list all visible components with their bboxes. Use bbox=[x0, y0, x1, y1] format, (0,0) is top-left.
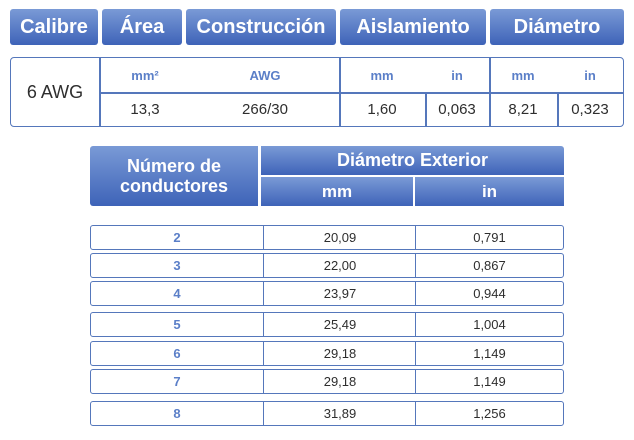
table-row: 8 31,89 1,256 bbox=[90, 401, 564, 426]
unit-aislamiento-in: in bbox=[451, 67, 463, 83]
aislamiento-in-value: 0,063 bbox=[438, 100, 476, 118]
header-construccion: Construcción bbox=[186, 9, 336, 45]
diametro-mm-value: 8,21 bbox=[508, 100, 538, 118]
unit-area: mm² bbox=[131, 67, 159, 83]
table-row: 2 20,09 0,791 bbox=[90, 225, 564, 250]
table-row: 5 25,49 1,004 bbox=[90, 312, 564, 337]
header-numero-conductores: Número de conductores bbox=[90, 146, 258, 206]
conductor-count: 8 bbox=[173, 406, 181, 421]
header-calibre: Calibre bbox=[10, 9, 98, 45]
diameter-in: 0,867 bbox=[415, 254, 563, 277]
table-row: 6 29,18 1,149 bbox=[90, 341, 564, 366]
conductor-count: 3 bbox=[173, 258, 181, 273]
unit-construccion: AWG bbox=[249, 67, 281, 83]
unit-diametro-in: in bbox=[584, 67, 596, 83]
header-unit-in: in bbox=[415, 177, 564, 206]
header-unit-mm: mm bbox=[261, 177, 413, 206]
diameter-in: 0,944 bbox=[415, 282, 563, 305]
diameter-in: 0,791 bbox=[415, 226, 563, 249]
conductor-count: 5 bbox=[173, 317, 181, 332]
diameter-mm: 23,97 bbox=[263, 282, 416, 305]
diameter-in: 1,256 bbox=[415, 402, 563, 425]
header-diametro: Diámetro bbox=[490, 9, 624, 45]
conductor-count: 4 bbox=[173, 286, 181, 301]
aislamiento-mm-value: 1,60 bbox=[367, 100, 397, 118]
diameter-mm: 25,49 bbox=[263, 313, 416, 336]
diameter-mm: 22,00 bbox=[263, 254, 416, 277]
area-value: 13,3 bbox=[130, 100, 160, 118]
diameter-in: 1,004 bbox=[415, 313, 563, 336]
calibre-value: 6 AWG bbox=[26, 81, 84, 102]
diameter-mm: 20,09 bbox=[263, 226, 416, 249]
header-diametro-exterior: Diámetro Exterior bbox=[261, 146, 564, 175]
unit-diametro-mm: mm bbox=[511, 67, 535, 83]
unit-aislamiento-mm: mm bbox=[370, 67, 394, 83]
diameter-in: 1,149 bbox=[415, 342, 563, 365]
diameter-mm: 29,18 bbox=[263, 370, 416, 393]
table-row: 4 23,97 0,944 bbox=[90, 281, 564, 306]
diameter-in: 1,149 bbox=[415, 370, 563, 393]
construccion-value: 266/30 bbox=[242, 100, 288, 118]
table-row: 3 22,00 0,867 bbox=[90, 253, 564, 278]
table-row: 7 29,18 1,149 bbox=[90, 369, 564, 394]
header-aislamiento: Aislamiento bbox=[340, 9, 486, 45]
diameter-mm: 29,18 bbox=[263, 342, 416, 365]
header-area: Área bbox=[102, 9, 182, 45]
diameter-mm: 31,89 bbox=[263, 402, 416, 425]
diametro-in-value: 0,323 bbox=[571, 100, 609, 118]
conductor-count: 6 bbox=[173, 346, 181, 361]
conductor-count: 7 bbox=[173, 374, 181, 389]
top-table-body: 6 AWG mm² AWG mm in mm in 13,3 266/30 1,… bbox=[10, 57, 624, 127]
conductor-count: 2 bbox=[173, 230, 181, 245]
